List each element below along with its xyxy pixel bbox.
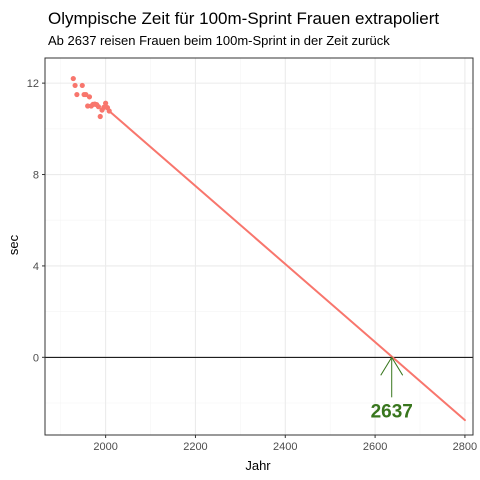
- y-tick-label: 12: [27, 78, 39, 90]
- x-tick-label: 2200: [183, 441, 207, 453]
- y-tick-label: 4: [33, 261, 39, 273]
- chart-title: Olympische Zeit für 100m-Sprint Frauen e…: [48, 9, 439, 28]
- data-point: [98, 114, 103, 119]
- plot-panel: [45, 58, 473, 435]
- x-axis: 2000 2200 2400 2600 2800: [93, 435, 477, 453]
- x-tick-label: 2600: [363, 441, 387, 453]
- y-tick-label: 8: [33, 170, 39, 182]
- y-axis-title: sec: [6, 234, 21, 255]
- x-tick-label: 2000: [93, 441, 117, 453]
- data-point: [107, 108, 112, 113]
- data-point: [74, 92, 79, 97]
- data-point: [71, 76, 76, 81]
- panel-background: [45, 58, 473, 435]
- chart-subtitle: Ab 2637 reisen Frauen beim 100m-Sprint i…: [48, 33, 390, 48]
- data-point: [87, 94, 92, 99]
- data-point: [72, 83, 77, 88]
- x-tick-label: 2400: [273, 441, 297, 453]
- y-tick-label: 0: [33, 352, 39, 364]
- data-point: [80, 83, 85, 88]
- y-axis: 0 4 8 12: [27, 78, 45, 364]
- x-axis-title: Jahr: [245, 458, 271, 473]
- annotation-label: 2637: [371, 401, 413, 422]
- x-tick-label: 2800: [453, 441, 477, 453]
